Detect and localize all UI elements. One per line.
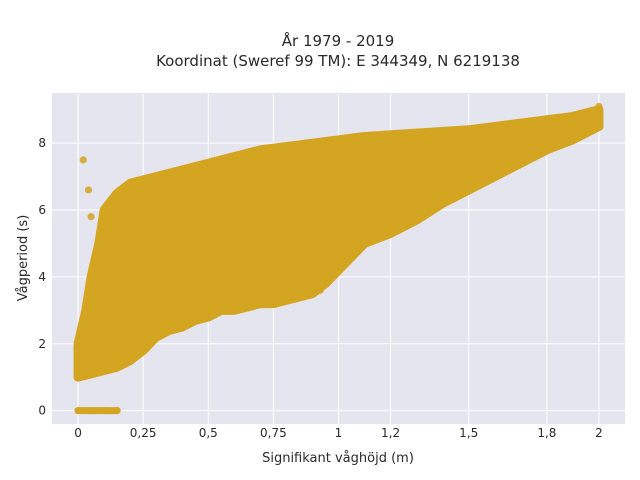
y-tick-labels: 0 2 4 6 8 <box>38 136 46 417</box>
x-tick-label: 0,25 <box>130 426 157 440</box>
data-point <box>360 239 369 248</box>
data-point <box>191 316 199 324</box>
data-point <box>569 112 577 121</box>
data-point <box>217 306 225 314</box>
data-point <box>491 122 499 131</box>
y-axis-title: Vågperiod (s) <box>16 215 31 302</box>
data-point <box>74 340 82 348</box>
data-point <box>87 370 95 378</box>
data-point <box>204 313 212 321</box>
data-point <box>595 122 603 131</box>
data-point <box>282 296 291 304</box>
data-point <box>517 119 525 127</box>
x-tick-label: 1,5 <box>459 426 478 440</box>
data-point <box>269 300 277 308</box>
data-point <box>308 290 317 298</box>
data-point <box>87 407 95 415</box>
data-point <box>84 186 93 194</box>
y-tick-label: 8 <box>38 136 46 150</box>
data-point <box>256 146 264 154</box>
data-point <box>100 366 108 375</box>
x-tick-label: 0 <box>74 426 82 440</box>
data-point <box>126 179 134 187</box>
x-tick-label: 1,2 <box>381 426 400 440</box>
data-point <box>308 283 317 291</box>
data-point <box>308 139 317 147</box>
data-point <box>413 129 421 137</box>
data-point <box>165 326 173 334</box>
data-point <box>113 407 121 415</box>
data-point <box>87 213 95 221</box>
data-point <box>439 199 447 207</box>
data-point <box>517 159 525 167</box>
data-point <box>439 129 447 137</box>
x-axis-title: Signifikant våghöjd (m) <box>262 451 414 466</box>
data-point <box>465 126 473 134</box>
chart-title: År 1979 - 2019 <box>282 31 395 50</box>
data-points <box>74 102 603 415</box>
data-point <box>321 279 330 288</box>
data-point <box>386 136 395 144</box>
data-point <box>87 273 95 281</box>
x-tick-label: 0,5 <box>199 426 218 440</box>
y-tick-label: 4 <box>38 270 46 284</box>
x-tick-label: 0,75 <box>260 426 287 440</box>
y-tick-label: 6 <box>38 203 46 217</box>
data-point <box>569 136 577 144</box>
x-tick-label: 1 <box>335 426 343 440</box>
data-point <box>543 146 551 154</box>
data-point <box>582 109 590 117</box>
x-tick-label: 2 <box>595 426 603 440</box>
chart-subtitle: Koordinat (Sweref 99 TM): E 344349, N 62… <box>156 52 520 70</box>
data-point <box>113 363 121 371</box>
data-point <box>230 306 238 314</box>
data-point <box>152 172 160 181</box>
data-point <box>386 229 395 238</box>
data-point <box>95 239 103 248</box>
data-point <box>491 172 499 181</box>
data-point <box>595 102 603 110</box>
x-tick-labels: 0 0,25 0,5 0,75 1 1,2 1,5 1,8 2 <box>74 426 603 440</box>
data-point <box>139 346 147 355</box>
data-point <box>74 373 82 381</box>
data-point <box>256 300 264 308</box>
data-point <box>360 132 369 141</box>
data-point <box>413 216 421 224</box>
data-point <box>79 156 87 164</box>
data-point <box>347 253 356 261</box>
data-point <box>126 356 134 365</box>
data-point <box>204 159 212 167</box>
data-point <box>100 407 108 415</box>
data-point <box>178 323 186 331</box>
data-point <box>100 206 108 214</box>
data-point <box>113 189 121 197</box>
y-tick-label: 0 <box>38 404 46 418</box>
data-point <box>74 407 82 415</box>
data-point <box>316 286 324 294</box>
x-tick-label: 1,8 <box>537 426 556 440</box>
data-point <box>334 266 343 274</box>
y-tick-label: 2 <box>38 337 46 351</box>
data-point <box>243 303 251 311</box>
data-point <box>82 306 90 314</box>
data-point <box>465 186 473 194</box>
data-point <box>152 333 160 341</box>
data-point <box>373 136 382 144</box>
